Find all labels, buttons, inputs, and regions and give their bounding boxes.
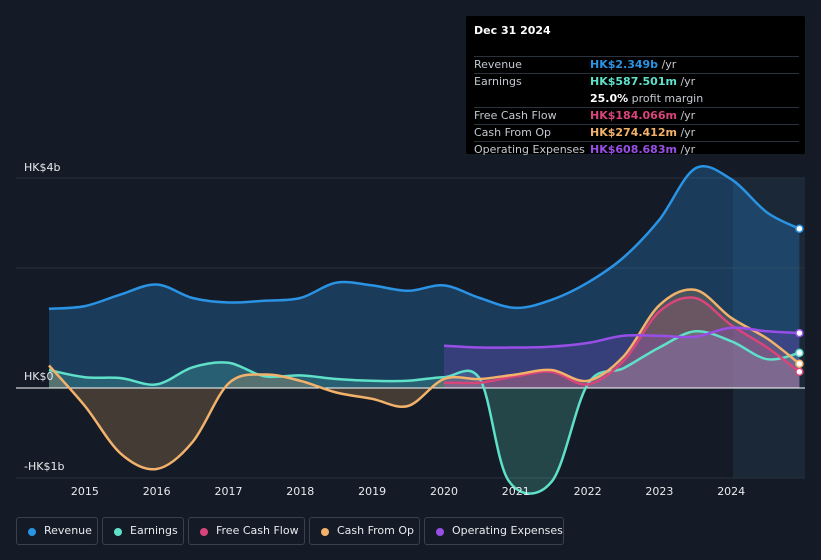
y-tick-label-top: HK$4b (24, 161, 60, 174)
legend-label: Free Cash Flow (216, 524, 299, 537)
x-tick-label: 2021 (502, 485, 530, 498)
x-tick-label: 2017 (215, 485, 243, 498)
tooltip-row-revenue: Revenue HK$2.349b /yr (466, 56, 805, 73)
legend-label: Revenue (44, 524, 92, 537)
tooltip-label: Free Cash Flow (474, 109, 557, 122)
endpoint-earnings (795, 348, 804, 358)
line-earnings (48, 329, 800, 495)
tooltip-divider (474, 56, 799, 57)
legend-label: Earnings (130, 524, 178, 537)
line-operating-expenses (443, 326, 800, 349)
x-tick-label: 2015 (71, 485, 99, 498)
legend-item-operating-expenses[interactable]: Operating Expenses (424, 517, 564, 545)
tooltip-row-earnings: Earnings HK$587.501m /yr (466, 73, 805, 90)
tooltip-row-operating-expenses: Operating Expenses HK$608.683m /yr (466, 141, 805, 158)
legend-label: Cash From Op (337, 524, 415, 537)
legend-item-revenue[interactable]: Revenue (16, 517, 98, 545)
tooltip-value: 25.0% (590, 92, 629, 105)
x-tick-label: 2016 (143, 485, 171, 498)
tooltip-divider (474, 73, 799, 74)
endpoint-free-cash-flow (795, 367, 804, 377)
legend-dot-icon (321, 528, 329, 536)
tooltip-unit: /yr (661, 58, 677, 71)
tooltip-value: HK$2.349b (590, 58, 659, 71)
area-free-cash-flow (444, 297, 800, 388)
tooltip-label: Earnings (474, 75, 522, 88)
area-revenue (49, 166, 800, 388)
endpoint-operating-expenses (795, 328, 804, 338)
x-tick-label: 2018 (286, 485, 314, 498)
tooltip-unit: /yr (680, 143, 696, 156)
line-revenue (48, 164, 800, 311)
tooltip-divider (474, 124, 799, 125)
line-cash-from-op (48, 288, 801, 471)
area-cash-from-op (49, 289, 800, 470)
legend-label: Operating Expenses (452, 524, 563, 537)
x-tick-label: 2023 (645, 485, 673, 498)
tooltip-unit: /yr (680, 126, 696, 139)
tooltip-label: Cash From Op (474, 126, 552, 139)
tooltip-date: Dec 31 2024 (474, 24, 551, 37)
legend-dot-icon (114, 528, 122, 536)
x-tick-label: 2019 (358, 485, 386, 498)
tooltip-value: HK$184.066m (590, 109, 677, 122)
tooltip-value: HK$274.412m (590, 126, 677, 139)
tooltip-unit: profit margin (631, 92, 704, 105)
x-tick-label: 2024 (717, 485, 745, 498)
line-free-cash-flow (443, 296, 801, 386)
tooltip-unit: /yr (680, 75, 696, 88)
legend-item-free-cash-flow[interactable]: Free Cash Flow (188, 517, 305, 545)
tooltip-value: HK$608.683m (590, 143, 677, 156)
tooltip-label: Operating Expenses (474, 143, 585, 156)
tooltip-divider (474, 107, 799, 108)
endpoint-revenue (795, 224, 804, 233)
tooltip-row-free-cash-flow: Free Cash Flow HK$184.066m /yr (466, 107, 805, 124)
tooltip-row-cash-from-op: Cash From Op HK$274.412m /yr (466, 124, 805, 141)
endpoint-cash-from-op (795, 359, 804, 368)
y-tick-label-bottom: -HK$1b (24, 460, 64, 473)
legend-dot-icon (200, 528, 208, 536)
tooltip-unit: /yr (680, 109, 696, 122)
y-tick-label-zero: HK$0 (24, 370, 53, 383)
legend-dot-icon (436, 528, 444, 536)
legend-item-earnings[interactable]: Earnings (102, 517, 184, 545)
tooltip-label: Revenue (474, 58, 522, 71)
tooltip: Dec 31 2024 Revenue HK$2.349b /yr Earnin… (466, 16, 805, 156)
tooltip-value: HK$587.501m (590, 75, 677, 88)
x-tick-label: 2022 (574, 485, 602, 498)
tooltip-row-profit-margin: 25.0% profit margin (466, 90, 805, 107)
tooltip-divider (474, 141, 799, 142)
x-tick-label: 2020 (430, 485, 458, 498)
legend-item-cash-from-op[interactable]: Cash From Op (309, 517, 420, 545)
legend-dot-icon (28, 528, 36, 536)
